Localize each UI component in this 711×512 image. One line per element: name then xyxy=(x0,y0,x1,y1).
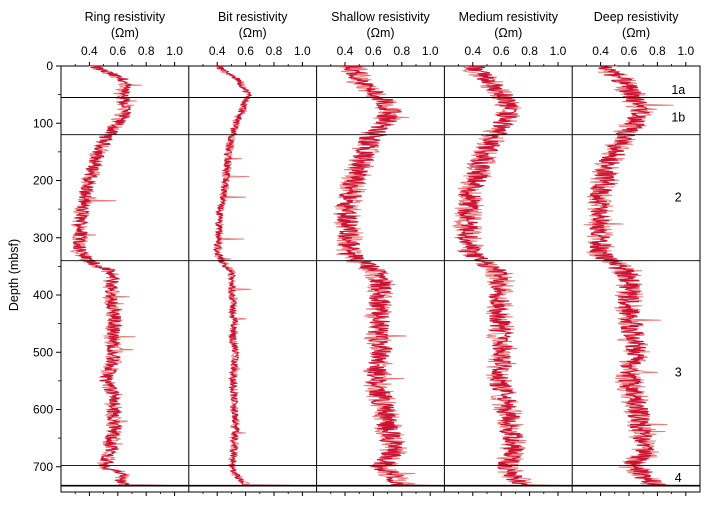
unit-boundaries: 1a 1b 2 3 4 xyxy=(61,83,700,487)
panel-deep-resistivity: Deep resistivity (Ωm) 0.4 0.6 0.8 1.0 xyxy=(571,10,698,496)
x-tick-label: 0.6 xyxy=(109,44,126,58)
y-tick-label: 500 xyxy=(33,345,53,359)
y-tick-label: 600 xyxy=(33,403,53,417)
panel-title: Deep resistivity xyxy=(594,10,679,24)
panel-unit: (Ωm) xyxy=(494,26,522,40)
x-tick-label: 0.8 xyxy=(393,44,410,58)
unit-label: 2 xyxy=(675,191,682,205)
panel-bit-resistivity: Bit resistivity (Ωm) 0.4 0.6 0.8 1.0 xyxy=(188,10,314,496)
y-tick-label: 200 xyxy=(33,174,53,188)
log-trace-light xyxy=(213,66,314,487)
panel-unit: (Ωm) xyxy=(239,26,267,40)
log-trace xyxy=(457,66,551,487)
log-trace xyxy=(336,66,424,487)
log-trace-light xyxy=(333,66,442,487)
y-tick-label: 400 xyxy=(33,288,53,302)
x-tick-label: 0.6 xyxy=(493,44,510,58)
panel-medium-resistivity: Medium resistivity (Ωm) 0.4 0.6 0.8 1.0 xyxy=(443,10,570,496)
x-tick-label: 1.0 xyxy=(294,44,311,58)
plot-frame xyxy=(60,65,701,493)
x-tick-label: 1.0 xyxy=(166,44,183,58)
x-tick-label: 0.4 xyxy=(81,44,98,58)
y-tick-label: 300 xyxy=(33,231,53,245)
x-tick-label: 1.0 xyxy=(677,44,694,58)
panel-shallow-resistivity: Shallow resistivity (Ωm) 0.4 0.6 0.8 1.0 xyxy=(316,10,442,496)
panel-title: Bit resistivity xyxy=(218,10,288,24)
panel-title: Medium resistivity xyxy=(459,10,559,24)
y-tick-label: 100 xyxy=(33,116,53,130)
x-tick-label: 0.4 xyxy=(464,44,481,58)
x-tick-label: 0.4 xyxy=(592,44,609,58)
x-tick-label: 0.8 xyxy=(138,44,155,58)
x-tick-label: 0.6 xyxy=(365,44,382,58)
x-tick-label: 1.0 xyxy=(422,44,439,58)
x-tick-label: 0.4 xyxy=(337,44,354,58)
panel-title: Ring resistivity xyxy=(85,10,166,24)
log-trace-light xyxy=(451,66,570,487)
panel-ring-resistivity: Ring resistivity (Ωm) 0.4 0.6 0.8 1.0 xyxy=(69,10,187,496)
x-tick-label: 0.8 xyxy=(649,44,666,58)
unit-label: 3 xyxy=(675,365,682,379)
x-tick-label: 0.8 xyxy=(266,44,283,58)
y-axis-label: Depth (mbsf) xyxy=(7,239,21,311)
log-trace-light xyxy=(69,66,187,487)
log-trace xyxy=(212,66,296,487)
panel-title: Shallow resistivity xyxy=(331,10,430,24)
x-tick-label: 0.8 xyxy=(521,44,538,58)
x-tick-label: 0.6 xyxy=(237,44,254,58)
panel-unit: (Ωm) xyxy=(366,26,394,40)
y-tick-label: 700 xyxy=(33,460,53,474)
unit-label: 1b xyxy=(671,111,685,125)
panel-unit: (Ωm) xyxy=(622,26,650,40)
x-tick-label: 1.0 xyxy=(550,44,567,58)
y-tick-label: 0 xyxy=(46,59,53,73)
log-trace xyxy=(72,66,168,487)
depth-axis: 0 100 200 300 400 500 600 700 xyxy=(33,59,701,493)
x-tick-label: 0.6 xyxy=(621,44,638,58)
unit-label: 1a xyxy=(671,83,685,97)
unit-label: 4 xyxy=(675,471,682,485)
panel-unit: (Ωm) xyxy=(111,26,139,40)
log-trace xyxy=(589,66,679,487)
x-tick-label: 0.4 xyxy=(209,44,226,58)
